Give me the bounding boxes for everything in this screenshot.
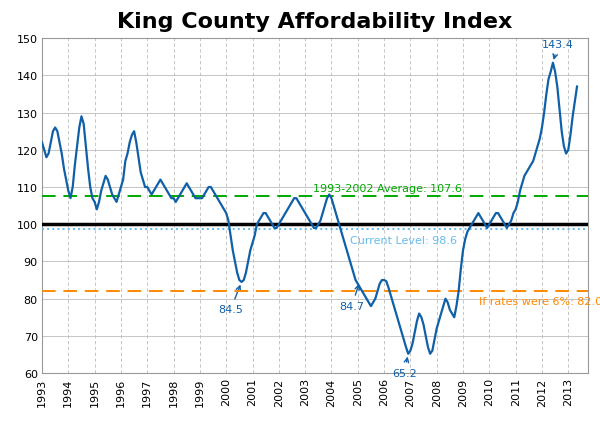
Title: King County Affordability Index: King County Affordability Index [118,12,512,32]
Text: 65.2: 65.2 [392,358,417,378]
Text: 1993-2002 Average: 107.6: 1993-2002 Average: 107.6 [313,184,462,194]
Text: If rates were 6%: 82.0: If rates were 6%: 82.0 [479,296,600,306]
Text: 143.4: 143.4 [542,40,574,59]
Text: 84.7: 84.7 [340,286,364,311]
Text: Current Level: 98.6: Current Level: 98.6 [350,236,457,246]
Text: 84.5: 84.5 [218,286,243,315]
